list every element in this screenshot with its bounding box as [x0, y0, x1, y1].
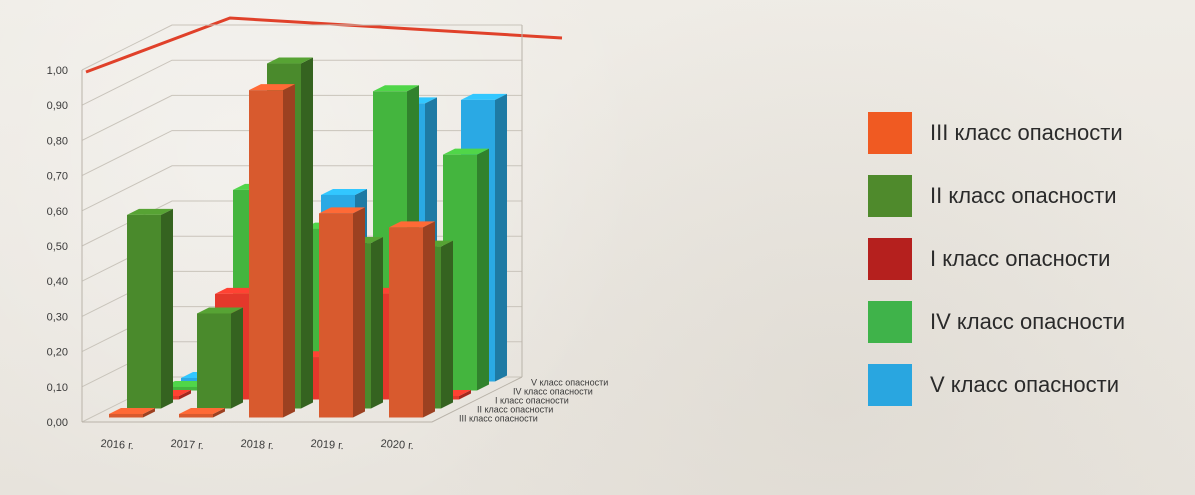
- y-tick-label: 0,10: [47, 382, 68, 394]
- bar-top: [127, 208, 173, 215]
- bar-side: [441, 240, 453, 409]
- legend: III класс опасности II класс опасности I…: [868, 112, 1125, 406]
- bar-top: [389, 221, 435, 228]
- bar-top: [109, 407, 155, 414]
- bar-side: [353, 207, 365, 418]
- legend-item-class-1: I класс опасности: [868, 238, 1125, 280]
- y-tick-label: 0,00: [47, 417, 68, 429]
- bar: [249, 84, 295, 418]
- y-tick-label: 0,90: [47, 100, 68, 112]
- y-tick-label: 0,70: [47, 171, 68, 183]
- bar-front: [109, 413, 143, 418]
- y-tick-label: 0,60: [47, 206, 68, 218]
- bar-top: [321, 188, 367, 195]
- bar-top: [461, 93, 507, 100]
- x-tick-label: 2019 г.: [310, 438, 344, 452]
- bar-front: [127, 214, 161, 409]
- depth-axis-label: IV класс опасности: [513, 387, 593, 397]
- depth-axis-label: I класс опасности: [495, 396, 569, 406]
- bar-front: [163, 386, 197, 391]
- bar-front: [389, 227, 423, 418]
- bar: [109, 407, 155, 418]
- legend-swatch: [868, 175, 912, 217]
- bar-side: [371, 237, 383, 409]
- bar-front: [179, 413, 213, 418]
- y-tick-label: 0,20: [47, 347, 68, 359]
- legend-swatch: [868, 238, 912, 280]
- bar-front: [197, 313, 231, 409]
- bar-front: [249, 90, 283, 418]
- bar-top: [179, 407, 225, 414]
- bar-side: [161, 208, 173, 409]
- legend-label: II класс опасности: [930, 183, 1117, 208]
- bar-side: [495, 93, 507, 382]
- bar-side: [301, 57, 313, 409]
- bar-front: [319, 213, 353, 418]
- floor-edge: [82, 376, 523, 423]
- bar: [319, 207, 365, 418]
- bar-side: [459, 389, 471, 400]
- bar: [179, 407, 225, 418]
- bar-side: [231, 307, 243, 409]
- depth-axis-label: III класс опасности: [459, 414, 538, 424]
- legend-label: III класс опасности: [930, 120, 1123, 145]
- bar-side: [179, 389, 191, 400]
- bar-top: [319, 207, 365, 214]
- bar: [389, 221, 435, 418]
- bar-side: [283, 84, 295, 418]
- y-tick-label: 0,30: [47, 311, 68, 323]
- accent-line: [85, 16, 563, 74]
- x-tick-label: 2016 г.: [100, 438, 134, 452]
- y-tick-label: 0,50: [47, 241, 68, 253]
- legend-swatch: [868, 112, 912, 154]
- legend-item-class-3: III класс опасности: [868, 112, 1125, 154]
- y-tick-label: 1,00: [47, 65, 68, 77]
- legend-swatch: [868, 364, 912, 406]
- bar-top: [249, 84, 295, 91]
- bar: [197, 307, 243, 409]
- x-tick-label: 2018 г.: [240, 438, 274, 452]
- gridline: [81, 24, 522, 71]
- bar-side: [477, 148, 489, 391]
- x-tick-label: 2020 г.: [380, 438, 414, 452]
- gridline: [81, 59, 522, 106]
- y-tick-label: 0,80: [47, 135, 68, 147]
- legend-item-class-4: IV класс опасности: [868, 301, 1125, 343]
- bar-side: [143, 407, 155, 418]
- legend-label: IV класс опасности: [930, 309, 1126, 334]
- legend-label: I класс опасности: [930, 246, 1111, 271]
- legend-label: V класс опасности: [930, 372, 1119, 397]
- y-tick-label: 0,40: [47, 276, 68, 288]
- legend-item-class-2: II класс опасности: [868, 175, 1125, 217]
- bar-top: [373, 85, 419, 92]
- legend-item-class-5: V класс опасности: [868, 364, 1125, 406]
- bar-top: [443, 148, 489, 155]
- depth-axis-label: V класс опасности: [531, 378, 608, 388]
- bar-side: [213, 407, 225, 418]
- bar-top: [267, 57, 313, 64]
- bar-top: [197, 307, 243, 314]
- depth-axis-label: II класс опасности: [477, 405, 553, 415]
- bar-side: [423, 221, 435, 418]
- x-tick-label: 2017 г.: [170, 438, 204, 452]
- bar: [127, 208, 173, 409]
- legend-swatch: [868, 301, 912, 343]
